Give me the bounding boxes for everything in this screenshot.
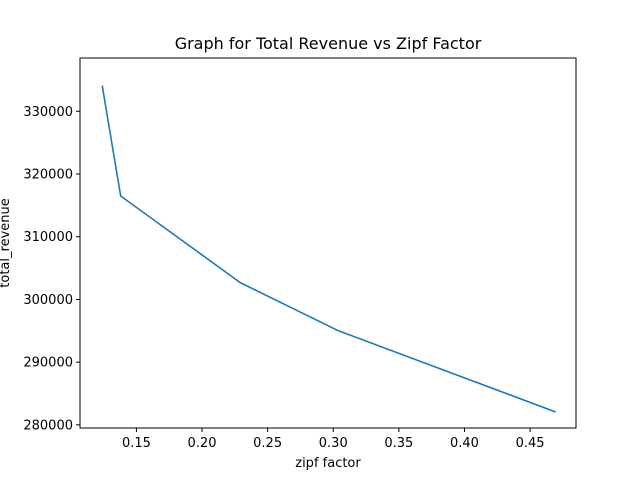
- x-axis-label: zipf factor: [295, 456, 361, 471]
- axes-frame: [79, 57, 577, 429]
- y-tick-label: 290000: [23, 356, 73, 371]
- y-tick-label: 280000: [23, 418, 73, 433]
- series-layer: [101, 85, 556, 413]
- x-tick-label: 0.35: [384, 436, 413, 451]
- data-point: [119, 195, 122, 197]
- y-axis: 280000 290000 300000 310000 320000 330000: [23, 105, 80, 433]
- x-tick-label: 0.40: [450, 436, 479, 451]
- y-tick-label: 330000: [23, 105, 73, 120]
- x-tick-label: 0.30: [319, 436, 348, 451]
- y-tick-label: 310000: [23, 230, 73, 245]
- x-tick-label: 0.15: [122, 436, 151, 451]
- y-tick-label: 300000: [23, 293, 73, 308]
- data-point: [337, 330, 340, 332]
- x-tick-label: 0.45: [516, 436, 545, 451]
- x-tick-label: 0.25: [253, 436, 282, 451]
- x-axis: 0.15 0.20 0.25 0.30 0.35 0.40 0.45: [122, 428, 545, 451]
- data-point: [554, 410, 556, 413]
- plot-area: [79, 57, 577, 429]
- y-tick-label: 320000: [23, 168, 73, 183]
- data-point: [101, 85, 104, 88]
- data-point: [239, 281, 241, 284]
- chart-title: Graph for Total Revenue vs Zipf Factor: [175, 34, 482, 53]
- x-tick-label: 0.20: [188, 436, 217, 451]
- y-axis-label: total_revenue: [0, 198, 13, 287]
